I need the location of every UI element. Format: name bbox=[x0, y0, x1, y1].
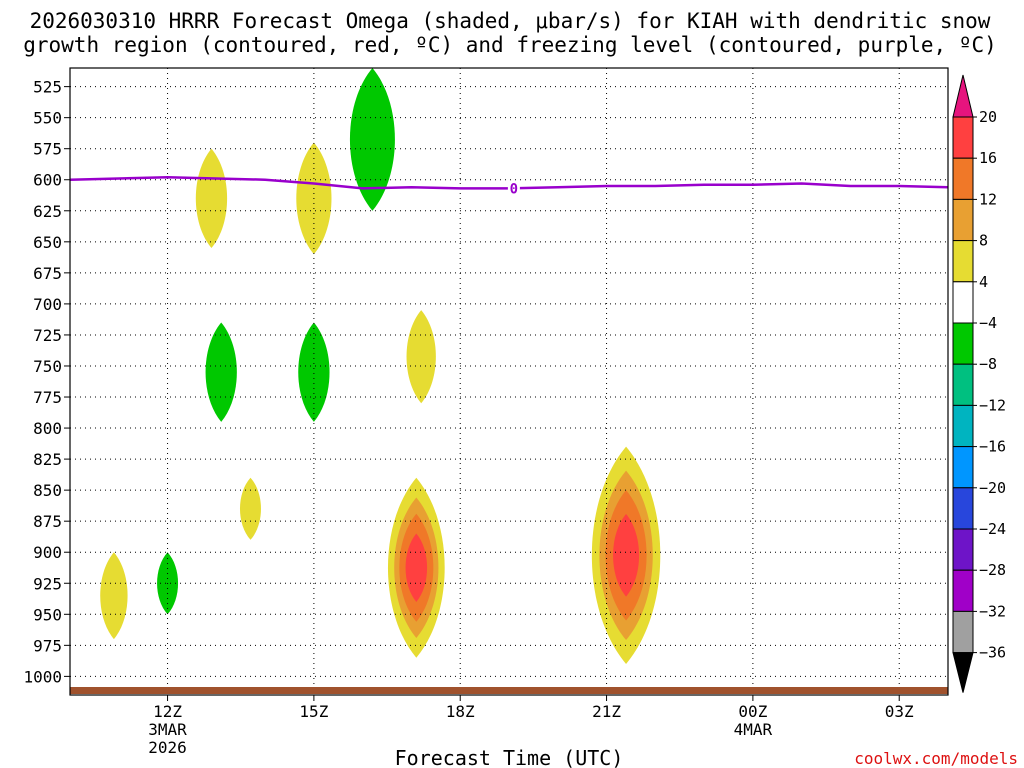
x-tick-label-15-0: 15Z bbox=[299, 702, 328, 721]
colorbar-label-11: −28 bbox=[979, 561, 1006, 579]
colorbar-bin-3 bbox=[952, 240, 974, 283]
colorbar-bin-7 bbox=[952, 404, 974, 448]
colorbar-top-arrow bbox=[952, 74, 974, 118]
y-tick-label-525: 525 bbox=[33, 78, 62, 97]
colorbar: 20 16 12 8 4 −4 −8 −12 −16 −20 −24 −28 −32 −36 bbox=[952, 74, 1006, 693]
colorbar-label-8: −16 bbox=[979, 438, 1006, 456]
sink-1500-760mb bbox=[298, 322, 330, 422]
freezing-level-label: 0 bbox=[510, 181, 518, 197]
colorbar-bin-4 bbox=[952, 281, 974, 324]
colorbar-bin-6 bbox=[952, 363, 974, 406]
y-tick-label-700: 700 bbox=[33, 295, 62, 314]
x-tick-label-27-0: 03Z bbox=[885, 702, 914, 721]
y-tick-label-675: 675 bbox=[33, 264, 62, 283]
omega-shading-layer bbox=[100, 68, 661, 664]
colorbar-bin-2 bbox=[952, 198, 974, 242]
chart-title-line-1: 2026030310 HRRR Forecast Omega (shaded, … bbox=[30, 9, 991, 33]
y-tick-label-950: 950 bbox=[33, 605, 62, 624]
x-tick-label-21-0: 21Z bbox=[592, 702, 621, 721]
x-tick-label-24-0: 00Z bbox=[738, 702, 767, 721]
colorbar-bin-11 bbox=[952, 569, 974, 612]
colorbar-label-0: 20 bbox=[979, 108, 997, 126]
lift-1700-750mb bbox=[406, 310, 436, 404]
x-tick-label-12-1: 3MAR bbox=[148, 720, 187, 739]
gridlines bbox=[70, 68, 948, 695]
colorbar-label-2: 12 bbox=[979, 190, 997, 208]
x-tick-label-12-2: 2026 bbox=[148, 738, 187, 757]
lift-1230-700mb-600mb bbox=[195, 148, 228, 249]
x-tick-label-24-1: 4MAR bbox=[734, 720, 773, 739]
freezing-level-layer: 0 bbox=[70, 176, 948, 197]
colorbar-bin-9 bbox=[952, 487, 974, 530]
y-tick-label-800: 800 bbox=[33, 419, 62, 438]
colorbar-label-6: −8 bbox=[979, 355, 997, 373]
colorbar-bin-5 bbox=[952, 322, 974, 365]
y-tick-label-600: 600 bbox=[33, 171, 62, 190]
y-tick-label-775: 775 bbox=[33, 388, 62, 407]
plot-frame bbox=[69, 67, 949, 696]
y-tick-label-650: 650 bbox=[33, 233, 62, 252]
x-tick-label-12-0: 12Z bbox=[153, 702, 182, 721]
freezing-label-bg bbox=[507, 181, 520, 196]
colorbar-bin-0 bbox=[952, 116, 974, 159]
y-tick-label-975: 975 bbox=[33, 636, 62, 655]
y-tick-label-1000: 1000 bbox=[23, 667, 62, 686]
colorbar-label-9: −20 bbox=[979, 479, 1006, 497]
y-tick-label-575: 575 bbox=[33, 140, 62, 159]
y-tick-label-725: 725 bbox=[33, 326, 62, 345]
colorbar-label-3: 8 bbox=[979, 232, 988, 250]
colorbar-label-5: −4 bbox=[979, 314, 997, 332]
colorbar-bin-1 bbox=[952, 157, 974, 200]
y-axis: 525 550 575 600 625 650 675 700 725 750 775 800 825 8… bbox=[23, 78, 70, 686]
y-tick-label-900: 900 bbox=[33, 543, 62, 562]
colorbar-label-7: −12 bbox=[979, 396, 1006, 414]
y-tick-label-750: 750 bbox=[33, 357, 62, 376]
x-tick-label-18-0: 18Z bbox=[446, 702, 475, 721]
sink-1300-760mb bbox=[205, 322, 237, 422]
plot-area: 0 bbox=[69, 67, 949, 696]
y-tick-label-925: 925 bbox=[33, 574, 62, 593]
colorbar-label-1: 16 bbox=[979, 149, 997, 167]
colorbar-bin-8 bbox=[952, 446, 974, 489]
terrain-strip bbox=[70, 687, 948, 694]
colorbar-label-12: −32 bbox=[979, 602, 1006, 620]
y-tick-label-825: 825 bbox=[33, 450, 62, 469]
x-axis-label: Forecast Time (UTC) bbox=[395, 746, 624, 768]
y-tick-label-875: 875 bbox=[33, 512, 62, 531]
colorbar-bottom-arrow bbox=[952, 652, 974, 693]
colorbar-label-10: −24 bbox=[979, 520, 1006, 538]
colorbar-label-13: −36 bbox=[979, 644, 1006, 662]
credit-text: coolwx.com/models bbox=[854, 749, 1018, 768]
lift-1300-870mb bbox=[239, 477, 261, 540]
y-tick-label-850: 850 bbox=[33, 481, 62, 500]
chart-title-line-2: growth region (contoured, red, ºC) and f… bbox=[23, 33, 997, 57]
sink-1600-525mb bbox=[349, 68, 395, 211]
y-tick-label-625: 625 bbox=[33, 202, 62, 221]
y-tick-label-550: 550 bbox=[33, 109, 62, 128]
colorbar-bin-10 bbox=[952, 528, 974, 571]
colorbar-label-4: 4 bbox=[979, 273, 988, 291]
lift-1700-900mb-level-3 bbox=[405, 533, 428, 602]
lift-2100-900mb-level-3 bbox=[613, 514, 640, 597]
colorbar-bin-12 bbox=[952, 610, 974, 654]
lift-1100-935mb bbox=[100, 552, 128, 640]
